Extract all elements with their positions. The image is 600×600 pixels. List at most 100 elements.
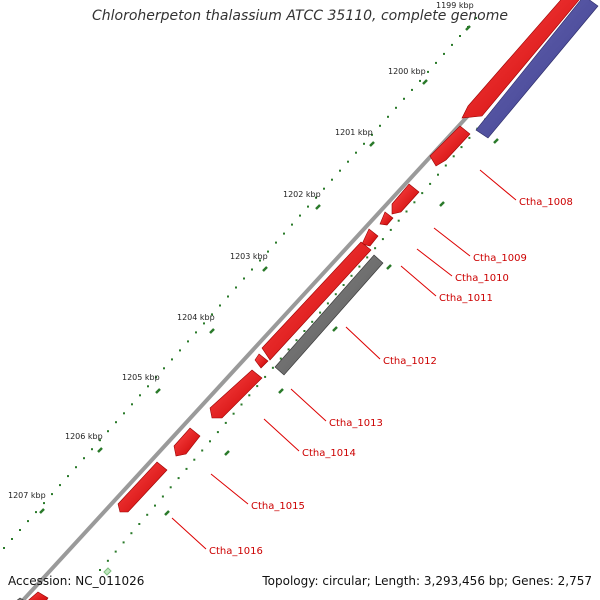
- track-dot: [227, 295, 229, 298]
- track-dot: [256, 385, 259, 388]
- track-dot: [395, 106, 397, 109]
- gene-feature-ctha-1013[interactable]: [254, 353, 269, 369]
- outer-dotted-track: [3, 17, 477, 549]
- scale-label: 1207 kbp: [8, 491, 46, 500]
- track-dot: [358, 265, 361, 268]
- track-dot: [139, 394, 141, 397]
- gene-label[interactable]: Ctha_1015: [251, 501, 305, 512]
- track-dot: [279, 357, 282, 360]
- track-dot: [371, 133, 373, 136]
- track-dot: [99, 439, 101, 442]
- track-dot: [374, 247, 377, 250]
- gene-label[interactable]: Ctha_1008: [519, 197, 573, 208]
- leader-lines: [171, 169, 517, 550]
- track-dot: [130, 532, 133, 535]
- track-dot: [452, 155, 455, 158]
- track-dot: [460, 146, 463, 149]
- track-dot: [421, 192, 424, 195]
- track-dot: [267, 250, 269, 253]
- track-dot: [411, 88, 413, 91]
- track-dot: [171, 358, 173, 361]
- track-dot: [240, 403, 243, 406]
- gene-label[interactable]: Ctha_1010: [455, 273, 509, 284]
- track-dot: [403, 97, 405, 100]
- gene-label[interactable]: Ctha_1013: [329, 418, 383, 429]
- track-dot: [248, 394, 251, 397]
- track-dot: [342, 284, 345, 286]
- track-dot: [323, 187, 325, 190]
- track-dot: [311, 320, 314, 323]
- track-dot: [307, 205, 309, 208]
- track-dot: [251, 268, 253, 271]
- track-dot: [363, 142, 365, 145]
- gene-feature-ctha-1015[interactable]: [173, 427, 201, 457]
- gene-features: [16, 0, 599, 600]
- track-dot: [419, 79, 421, 82]
- gene-label[interactable]: Ctha_1016: [209, 546, 263, 557]
- gene-feature-ctha-1014[interactable]: [209, 369, 263, 419]
- track-dot: [326, 302, 329, 305]
- track-dot: [3, 547, 5, 549]
- track-dot: [161, 495, 164, 498]
- track-dot: [147, 385, 149, 388]
- track-dot: [179, 349, 181, 352]
- track-dot: [154, 504, 156, 507]
- track-dot: [107, 430, 109, 433]
- track-dot: [283, 232, 285, 235]
- track-dot: [379, 124, 381, 127]
- gene-feature-bottom[interactable]: [24, 591, 49, 600]
- scale-label: 1204 kbp: [177, 313, 215, 322]
- track-dot: [350, 274, 353, 277]
- track-dot: [232, 412, 235, 415]
- gene-feature-ctha-1011[interactable]: [361, 228, 379, 247]
- track-dot: [295, 339, 298, 342]
- track-dot: [35, 511, 37, 514]
- track-dot: [303, 330, 306, 332]
- track-dot: [51, 493, 53, 496]
- gene-feature-top[interactable]: [461, 0, 584, 119]
- gene-feature-ctha-1012[interactable]: [274, 254, 384, 376]
- track-dot: [114, 550, 117, 553]
- gene-feature-large-1[interactable]: [261, 241, 372, 361]
- scale-label: 1205 kbp: [122, 373, 160, 382]
- track-dot: [67, 475, 69, 478]
- track-dot: [287, 348, 290, 351]
- gene-label[interactable]: Ctha_1014: [302, 448, 356, 459]
- gene-feature-ctha-1010[interactable]: [379, 211, 394, 226]
- gene-feature-ctha-1016[interactable]: [117, 461, 168, 513]
- track-dot: [115, 421, 117, 424]
- gene-feature-ctha-1008[interactable]: [429, 125, 471, 167]
- track-dot: [443, 52, 445, 55]
- track-dot: [27, 520, 29, 523]
- gene-feature-rna[interactable]: [475, 0, 599, 139]
- track-dot: [201, 449, 204, 452]
- track-dot: [146, 513, 149, 516]
- track-dot: [131, 403, 133, 406]
- major-ticks-inner: [164, 55, 541, 516]
- scale-label: 1199 kbp: [436, 1, 474, 10]
- track-dot: [224, 421, 227, 424]
- track-dot: [427, 70, 429, 73]
- track-dot: [366, 256, 369, 259]
- gene-labels: Ctha_1008 Ctha_1009 Ctha_1010 Ctha_1011 …: [209, 197, 573, 557]
- track-dot: [203, 322, 205, 325]
- track-dot: [334, 293, 337, 296]
- scale-label: 1206 kbp: [65, 432, 103, 441]
- scale-labels: 1199 kbp 1200 kbp 1201 kbp 1202 kbp 1203…: [8, 1, 474, 500]
- track-dot: [106, 559, 109, 562]
- gene-feature-ctha-1009[interactable]: [391, 183, 420, 215]
- track-dot: [435, 61, 437, 64]
- gene-label[interactable]: Ctha_1011: [439, 293, 493, 304]
- scale-label: 1200 kbp: [388, 67, 426, 76]
- gene-label[interactable]: Ctha_1012: [383, 356, 437, 367]
- track-dot: [243, 277, 245, 280]
- track-dot: [211, 313, 213, 316]
- track-dot: [437, 173, 439, 176]
- track-dot: [451, 43, 453, 46]
- major-ticks-outer: [39, 25, 471, 514]
- track-dot: [275, 241, 277, 244]
- track-dot: [347, 160, 349, 163]
- track-dot: [11, 538, 13, 540]
- track-dot: [355, 151, 357, 154]
- gene-label[interactable]: Ctha_1009: [473, 253, 527, 264]
